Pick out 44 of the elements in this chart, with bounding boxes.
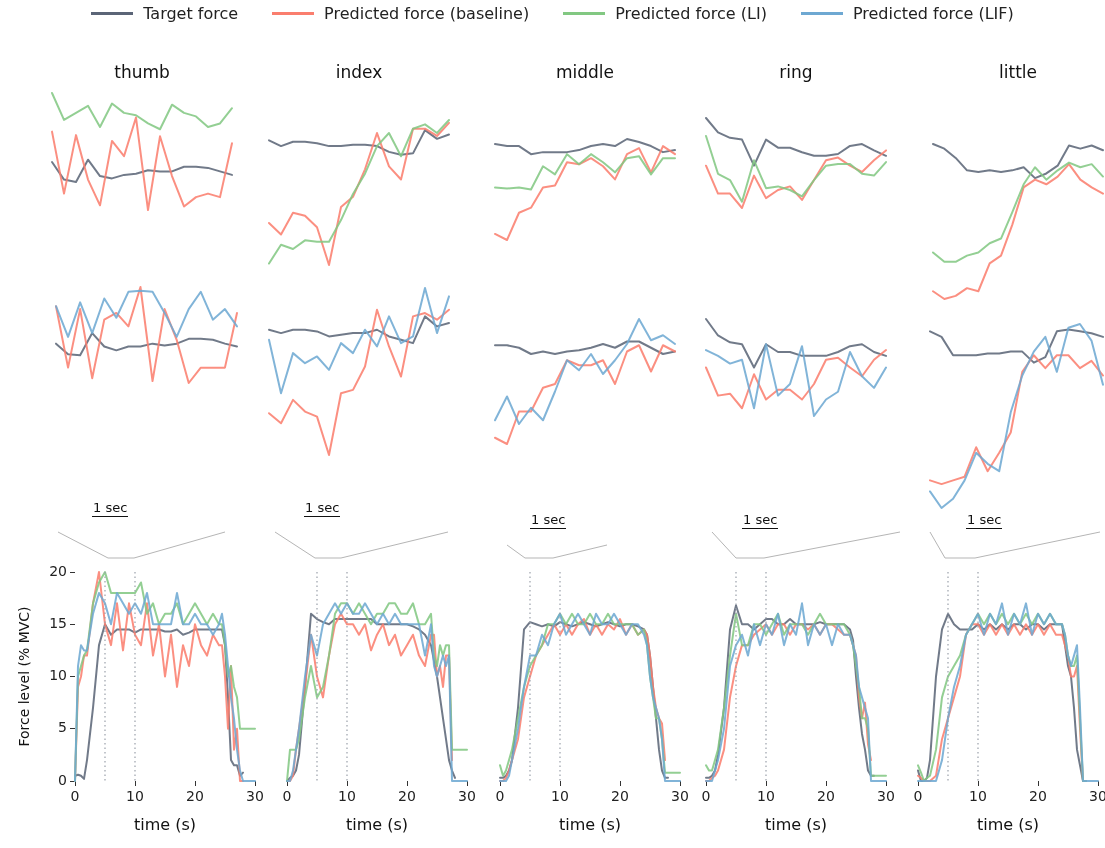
x-tick-label: 30 xyxy=(877,788,895,805)
y-tick-label: 10 xyxy=(49,667,67,684)
x-tick-label: 20 xyxy=(817,788,835,805)
legend-label: Predicted force (LIF) xyxy=(852,4,1014,23)
chart-title: index xyxy=(335,62,383,82)
x-tick-label: 0 xyxy=(701,788,711,805)
y-tick-label: 15 xyxy=(49,614,67,631)
chart-title: middle xyxy=(555,62,615,82)
x-tick-label: 10 xyxy=(338,788,356,805)
text: 1 sec xyxy=(304,500,341,517)
x-tick-label: 0 xyxy=(282,788,292,805)
x-axis-title: time (s) xyxy=(764,814,828,834)
x-tick-label: 20 xyxy=(1029,788,1047,805)
x-axis-title: time (s) xyxy=(345,814,409,834)
x-tick-label: 10 xyxy=(969,788,987,805)
text: 1 sec xyxy=(742,512,779,529)
legend-label: Target force xyxy=(143,4,239,23)
x-axis-title: time (s) xyxy=(558,814,622,834)
x-tick-label: 10 xyxy=(757,788,775,805)
x-tick-label: 20 xyxy=(186,788,204,805)
legend-label: Predicted force (baseline) xyxy=(324,4,530,23)
text: 1 sec xyxy=(92,500,129,517)
x-tick-label: 30 xyxy=(458,788,476,805)
x-tick-label: 0 xyxy=(913,788,923,805)
y-tick-label: 20 xyxy=(49,562,67,579)
y-tick-label: 0 xyxy=(58,771,67,788)
x-tick-label: 20 xyxy=(611,788,629,805)
x-tick-label: 30 xyxy=(246,788,264,805)
legend-label: Predicted force (LI) xyxy=(615,4,767,23)
y-axis-title: Force level (% MVC) xyxy=(16,606,33,747)
text: 1 sec xyxy=(966,512,1003,529)
x-tick-label: 20 xyxy=(398,788,416,805)
chart-title: ring xyxy=(779,62,813,82)
x-axis-title: time (s) xyxy=(133,814,197,834)
chart-title: thumb xyxy=(114,62,170,82)
x-tick-label: 0 xyxy=(70,788,80,805)
x-tick-label: 10 xyxy=(551,788,569,805)
y-tick-label: 5 xyxy=(58,719,67,736)
x-axis-title: time (s) xyxy=(976,814,1040,834)
text: 1 sec xyxy=(530,512,567,529)
x-tick-label: 0 xyxy=(495,788,505,805)
x-tick-label: 30 xyxy=(671,788,689,805)
x-tick-label: 10 xyxy=(126,788,144,805)
chart-title: little xyxy=(999,62,1037,82)
